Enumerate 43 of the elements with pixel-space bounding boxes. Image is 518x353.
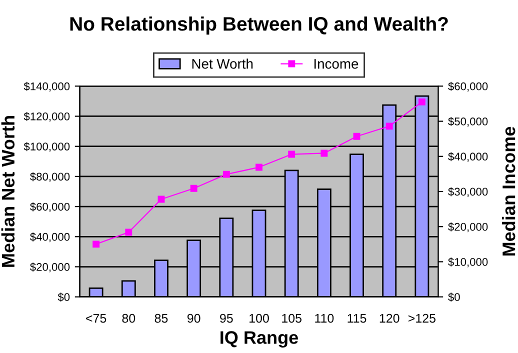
y-tick-label: $40,000 — [30, 232, 70, 242]
point — [158, 196, 165, 203]
y-axis-title: Median Net Worth — [1, 116, 15, 267]
point — [222, 170, 230, 178]
y2-tick-label: $50,000 — [448, 117, 488, 127]
y-tick-label: $100,000 — [24, 142, 70, 152]
legend-label: Net Worth — [192, 58, 253, 69]
x-tick-label: 90 — [187, 314, 200, 323]
y2-tick-label: $10,000 — [448, 258, 488, 268]
x-tick-label: 95 — [220, 314, 233, 323]
point — [92, 240, 100, 248]
y2-axis-title: Median Income — [502, 126, 516, 256]
point — [125, 228, 132, 236]
x-tick-label: <75 — [86, 314, 106, 323]
point — [320, 150, 328, 157]
y2-tick-label: $30,000 — [448, 187, 488, 197]
y2-tick-label: $40,000 — [448, 152, 488, 162]
y-tick-label: $120,000 — [24, 112, 70, 122]
y-tick-label: $20,000 — [30, 262, 70, 272]
x-tick-label: 80 — [122, 314, 136, 323]
point — [190, 184, 198, 192]
legend-label: Income — [314, 59, 358, 69]
point — [288, 150, 296, 158]
y-tick-label: $140,000 — [24, 82, 70, 92]
point — [256, 164, 262, 171]
point — [386, 122, 393, 130]
y2-tick-label: $20,000 — [448, 222, 488, 232]
x-tick-label: 110 — [315, 314, 334, 323]
point — [418, 98, 426, 106]
x-tick-label: 100 — [250, 314, 269, 323]
x-tick-label: 115 — [348, 314, 366, 323]
y-tick-label: $60,000 — [30, 202, 70, 212]
y-tick-label: $0 — [58, 292, 70, 302]
y-tick-label: $80,000 — [30, 172, 70, 182]
x-tick-label: >125 — [408, 314, 436, 323]
x-tick-label: 105 — [282, 314, 302, 323]
y2-tick-label: $0 — [448, 292, 460, 302]
x-tick-label: 85 — [154, 314, 168, 323]
point — [353, 132, 360, 140]
x-axis-title: IQ Range — [220, 331, 298, 348]
chart-title: No Relationship Between IQ and Wealth? — [70, 16, 448, 35]
y2-tick-label: $60,000 — [448, 82, 488, 92]
x-tick-label: 120 — [380, 314, 400, 323]
